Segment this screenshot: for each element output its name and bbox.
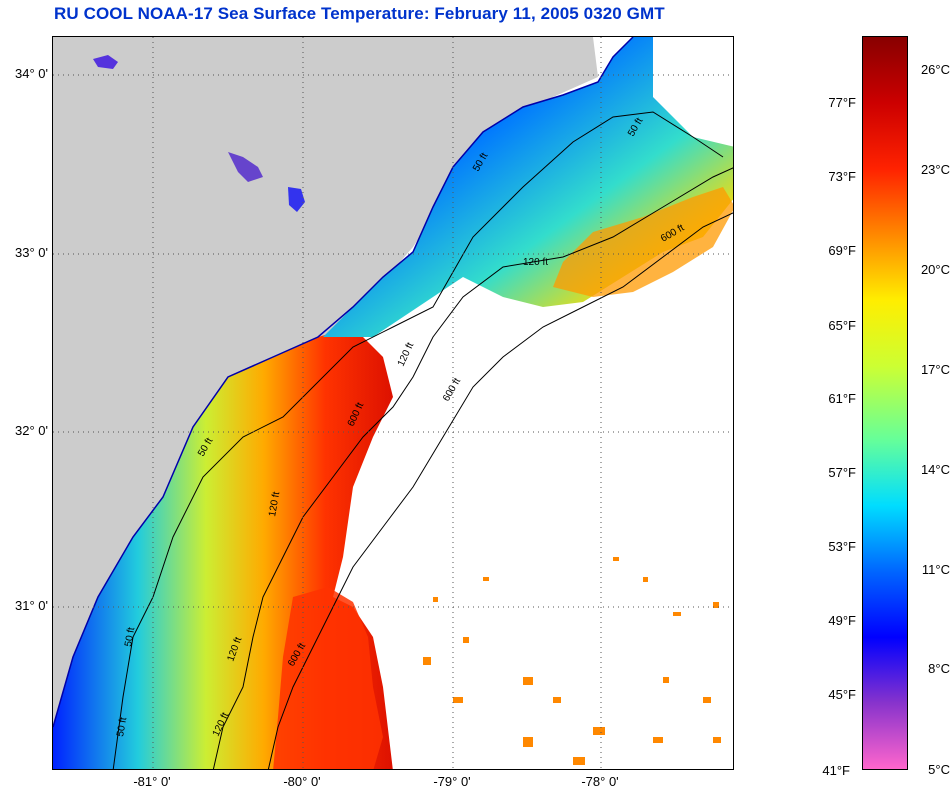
lon-label: -80° 0' [283, 774, 321, 789]
celsius-label: 5°C [928, 762, 950, 777]
warm-patch-north [553, 187, 733, 297]
celsius-label: 17°C [920, 362, 950, 377]
fahrenheit-label: 65°F [828, 318, 856, 333]
coastline [53, 37, 634, 728]
fahrenheit-label: 57°F [828, 465, 856, 480]
inland-water-2 [228, 152, 263, 182]
sst-map: 50 ft 120 ft 600 ft 50 ft 120 ft 600 ft … [52, 36, 734, 770]
offshore-speckles [423, 557, 721, 765]
warm-patch-south [273, 587, 383, 769]
lat-label: 31° 0' [15, 598, 48, 613]
fahrenheit-label: 41°F [822, 763, 850, 778]
fahrenheit-label: 69°F [828, 243, 856, 258]
celsius-label: 26°C [920, 62, 950, 77]
contour-label: 50 ft [115, 716, 129, 737]
celsius-label: 20°C [920, 262, 950, 277]
lat-label: 34° 0' [15, 66, 48, 81]
fahrenheit-label: 77°F [828, 95, 856, 110]
contour-label: 120 ft [523, 257, 548, 268]
lon-label: -79° 0' [433, 774, 471, 789]
colorbar [862, 36, 908, 770]
contour-600ft [267, 212, 733, 769]
contour-label: 50 ft [123, 626, 137, 647]
lon-label: -81° 0' [133, 774, 171, 789]
graticule [53, 37, 733, 769]
page-title: RU COOL NOAA-17 Sea Surface Temperature:… [54, 4, 665, 23]
celsius-label: 11°C [921, 562, 950, 577]
fahrenheit-label: 49°F [828, 613, 856, 628]
fahrenheit-label: 45°F [828, 687, 856, 702]
contour-120ft [212, 167, 733, 769]
lon-label: -78° 0' [581, 774, 619, 789]
fahrenheit-label: 73°F [828, 169, 856, 184]
celsius-label: 8°C [928, 661, 950, 676]
celsius-label: 23°C [920, 162, 950, 177]
lat-label: 33° 0' [15, 245, 48, 260]
contour-label: 120 ft [267, 491, 282, 518]
lat-label: 32° 0' [15, 423, 48, 438]
colorbar-gradient [863, 37, 907, 769]
inland-water-3 [288, 187, 305, 212]
fahrenheit-label: 61°F [828, 391, 856, 406]
celsius-label: 14°C [920, 462, 950, 477]
inland-water-1 [93, 55, 118, 69]
fahrenheit-label: 53°F [828, 539, 856, 554]
